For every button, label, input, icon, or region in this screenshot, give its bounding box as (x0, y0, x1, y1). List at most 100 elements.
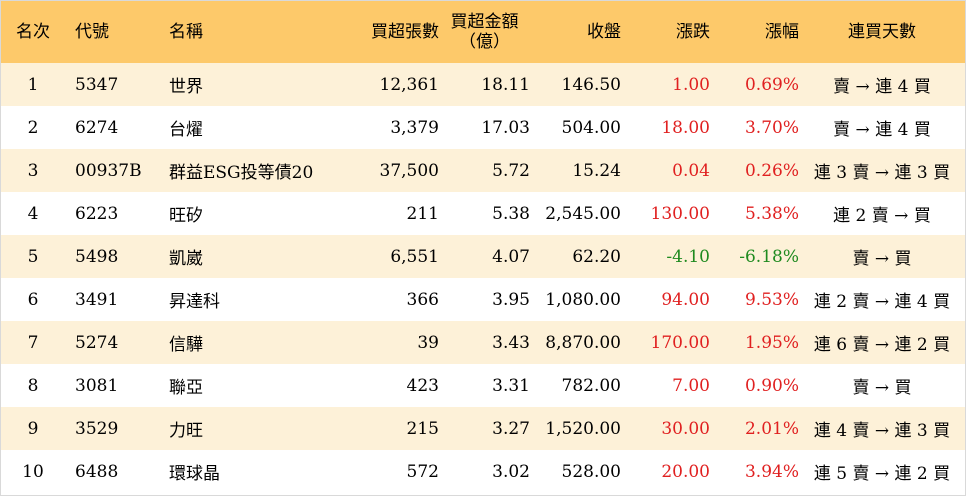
cell-code: 6223 (75, 203, 119, 224)
cell-close: 2,545.00 (545, 203, 621, 224)
cell-change: 130.00 (650, 203, 710, 224)
cell-close: 146.50 (561, 74, 621, 95)
cell-volume: 6,551 (390, 246, 439, 267)
cell-name: 力旺 (169, 421, 203, 441)
table-row: 1 5347 世界 12,361 18.11 146.50 1.00 0.69% 賣 → 連 4… (1, 63, 965, 106)
cell-rank: 3 (27, 160, 39, 181)
cell-volume: 572 (406, 461, 439, 482)
cell-volume: 423 (406, 375, 439, 396)
cell-name: 凱崴 (169, 249, 203, 269)
cell-days: 連 6 賣 → 連 2 買 (813, 335, 951, 355)
header-name: 名稱 (169, 22, 203, 42)
cell-name: 群益ESG投等債20 (169, 163, 314, 183)
cell-change: -4.10 (666, 246, 710, 267)
cell-amount: 3.43 (492, 332, 530, 353)
cell-rank: 1 (27, 74, 39, 95)
cell-code: 3081 (75, 375, 119, 396)
table-row: 3 00937B 群益ESG投等債20 37,500 5.72 15.24 0.04 0.26… (1, 149, 965, 192)
cell-close: 62.20 (572, 246, 621, 267)
header-code: 代號 (75, 22, 109, 42)
cell-close: 528.00 (561, 461, 621, 482)
header-amount: 買超金額 （億） (439, 1, 530, 63)
table-row: 4 6223 旺矽 211 5.38 2,545.00 130.00 5.38% 連 2 賣 →… (1, 192, 965, 235)
cell-name: 聯亞 (169, 378, 203, 398)
cell-rank: 8 (27, 375, 39, 396)
table-row: 5 5498 凱崴 6,551 4.07 62.20 -4.10 -6.18% 賣 → 買 (1, 235, 965, 278)
cell-days: 賣 → 連 4 買 (833, 77, 931, 97)
cell-amount: 5.38 (492, 203, 530, 224)
header-days: 連買天數 (848, 22, 916, 42)
cell-code: 6274 (75, 117, 119, 138)
cell-amount: 3.27 (492, 418, 530, 439)
cell-pct: 0.90% (744, 375, 799, 396)
table-body: 1 5347 世界 12,361 18.11 146.50 1.00 0.69% 賣 → 連 4… (1, 63, 965, 493)
cell-pct: 0.26% (744, 160, 799, 181)
cell-pct: 5.38% (744, 203, 799, 224)
cell-amount: 3.31 (492, 375, 530, 396)
cell-volume: 215 (406, 418, 439, 439)
table-row: 9 3529 力旺 215 3.27 1,520.00 30.00 2.01% 連 4 賣 → … (1, 407, 965, 450)
cell-rank: 10 (22, 461, 44, 482)
cell-amount: 3.95 (492, 289, 530, 310)
cell-rank: 5 (27, 246, 39, 267)
table-header: 名次 代號 名稱 買超張數 買超金額 （億） 收盤 漲跌 漲幅 連買天數 (1, 1, 965, 63)
cell-volume: 37,500 (379, 160, 439, 181)
cell-pct: 3.94% (744, 461, 799, 482)
cell-code: 00937B (75, 160, 142, 181)
header-amount-line1: 買超金額 (450, 12, 519, 32)
cell-volume: 39 (417, 332, 439, 353)
header-rank: 名次 (16, 22, 50, 42)
cell-days: 連 2 賣 → 買 (833, 206, 931, 226)
header-row: 名次 代號 名稱 買超張數 買超金額 （億） 收盤 漲跌 漲幅 連買天數 (1, 1, 965, 63)
cell-change: 18.00 (661, 117, 710, 138)
cell-close: 1,520.00 (545, 418, 621, 439)
header-change: 漲跌 (676, 22, 710, 42)
cell-code: 3491 (75, 289, 119, 310)
cell-name: 台燿 (169, 120, 203, 140)
cell-rank: 7 (27, 332, 39, 353)
table-row: 10 6488 環球晶 572 3.02 528.00 20.00 3.94% 連 5 賣 → … (1, 450, 965, 493)
table-row: 7 5274 信驊 39 3.43 8,870.00 170.00 1.95% 連 6 賣 → … (1, 321, 965, 364)
cell-volume: 3,379 (390, 117, 439, 138)
header-volume: 買超張數 (371, 22, 439, 42)
cell-days: 連 2 賣 → 連 4 買 (813, 292, 951, 312)
cell-amount: 3.02 (492, 461, 530, 482)
cell-code: 5274 (75, 332, 119, 353)
cell-volume: 12,361 (379, 74, 439, 95)
cell-change: 94.00 (661, 289, 710, 310)
cell-pct: 0.69% (744, 74, 799, 95)
cell-days: 連 3 賣 → 連 3 買 (813, 163, 951, 183)
cell-close: 15.24 (572, 160, 621, 181)
header-close: 收盤 (587, 22, 621, 42)
cell-volume: 366 (406, 289, 439, 310)
cell-pct: 1.95% (744, 332, 799, 353)
cell-pct: 3.70% (744, 117, 799, 138)
cell-pct: 9.53% (744, 289, 799, 310)
cell-rank: 9 (27, 418, 39, 439)
cell-name: 世界 (169, 77, 203, 97)
cell-name: 昇達科 (169, 292, 220, 312)
cell-change: 170.00 (650, 332, 710, 353)
cell-name: 旺矽 (169, 206, 203, 226)
cell-volume: 211 (406, 203, 439, 224)
cell-pct: -6.18% (739, 246, 799, 267)
cell-code: 5498 (75, 246, 119, 267)
cell-close: 1,080.00 (545, 289, 621, 310)
header-amount-line2: （億） (459, 32, 510, 52)
table-row: 6 3491 昇達科 366 3.95 1,080.00 94.00 9.53% 連 2 賣 →… (1, 278, 965, 321)
cell-change: 7.00 (672, 375, 710, 396)
cell-code: 5347 (75, 74, 119, 95)
cell-name: 信驊 (169, 335, 203, 355)
cell-amount: 17.03 (481, 117, 530, 138)
table-row: 8 3081 聯亞 423 3.31 782.00 7.00 0.90% 賣 → 買 (1, 364, 965, 407)
cell-change: 20.00 (661, 461, 710, 482)
cell-rank: 4 (27, 203, 39, 224)
header-pct: 漲幅 (765, 22, 799, 42)
cell-change: 0.04 (672, 160, 710, 181)
cell-amount: 18.11 (481, 74, 530, 95)
cell-code: 6488 (75, 461, 119, 482)
cell-days: 連 5 賣 → 連 2 買 (813, 464, 951, 484)
cell-amount: 5.72 (492, 160, 530, 181)
